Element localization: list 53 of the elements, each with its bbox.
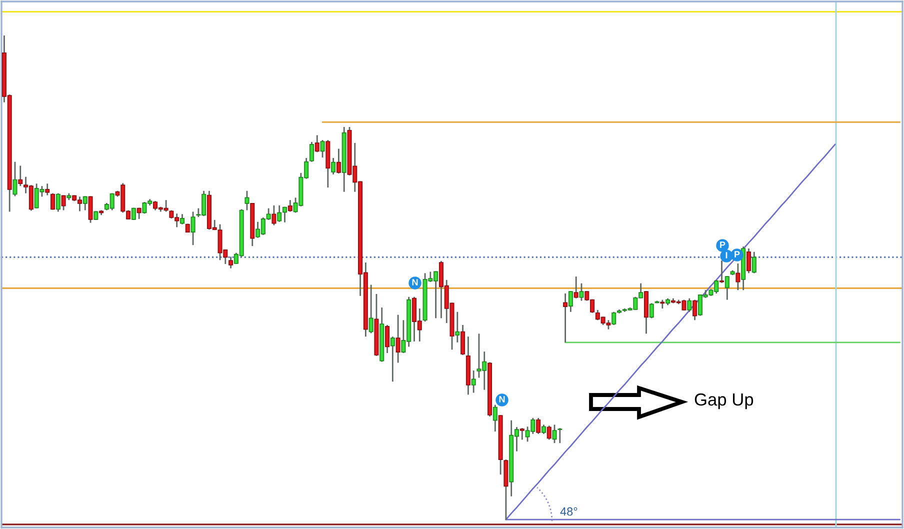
candlestick xyxy=(568,290,573,313)
candlestick xyxy=(244,190,250,211)
annotation: P xyxy=(720,242,726,248)
candlestick xyxy=(752,251,756,274)
candlestick xyxy=(746,248,751,274)
candlestick xyxy=(563,292,568,344)
candlestick xyxy=(131,207,136,221)
candlestick xyxy=(314,134,320,153)
candlestick xyxy=(368,284,374,334)
candlestick xyxy=(336,148,341,174)
candlestick xyxy=(520,427,524,440)
candlestick xyxy=(736,262,740,291)
candlestick xyxy=(385,324,390,354)
candlestick xyxy=(61,194,66,211)
candlestick xyxy=(18,165,23,187)
candlestick xyxy=(558,427,562,444)
candlestick xyxy=(12,161,18,197)
candlestick xyxy=(455,311,460,344)
candlestick xyxy=(471,370,476,394)
candlestick xyxy=(45,182,50,196)
candlestick xyxy=(190,210,196,246)
candlestick xyxy=(56,192,60,212)
candlestick xyxy=(687,298,692,313)
candlestick xyxy=(574,276,578,300)
candlestick xyxy=(552,424,557,444)
candlestick xyxy=(396,314,400,364)
candlestick xyxy=(309,141,314,163)
candlestick xyxy=(579,282,584,302)
candlestick xyxy=(331,157,336,176)
candlestick xyxy=(546,424,552,440)
candlestick xyxy=(541,424,546,435)
annotation: P xyxy=(734,251,740,258)
candlestick xyxy=(50,192,56,210)
candlestick xyxy=(390,336,395,382)
candlestick xyxy=(320,139,325,158)
candlestick xyxy=(720,260,724,284)
candlestick xyxy=(88,196,93,224)
annotation: 48° xyxy=(560,507,578,516)
annotation: N xyxy=(499,396,505,402)
candlestick xyxy=(288,199,292,212)
candlestick xyxy=(649,302,654,319)
candlestick xyxy=(82,196,88,211)
candlestick xyxy=(180,213,184,225)
annotation: I xyxy=(726,252,728,258)
candlestick xyxy=(272,204,276,226)
annotation: N xyxy=(412,279,418,286)
candlestick xyxy=(536,417,541,435)
candlestick xyxy=(460,324,466,356)
candlestick xyxy=(492,404,498,432)
candlestick xyxy=(724,275,730,300)
annotation: Gap Up xyxy=(694,393,754,410)
candlestick xyxy=(692,299,698,321)
candlestick xyxy=(228,256,234,270)
